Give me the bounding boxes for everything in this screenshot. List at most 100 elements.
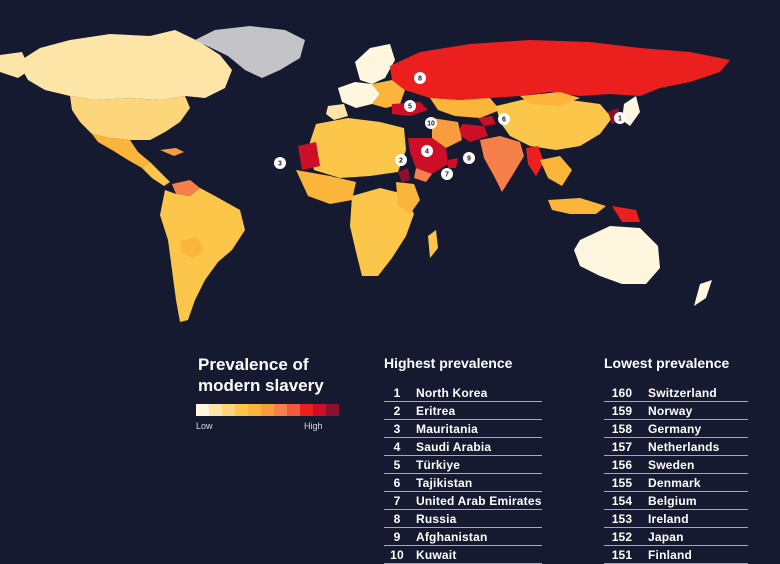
region-central-america bbox=[142, 162, 170, 186]
rank-number: 160 bbox=[611, 386, 633, 400]
rank-number: 157 bbox=[611, 440, 633, 454]
rank-number: 152 bbox=[611, 530, 633, 544]
region-china bbox=[496, 98, 612, 150]
map-marker-label: 10 bbox=[427, 121, 435, 128]
rank-number: 158 bbox=[611, 422, 633, 436]
map-marker: 9 bbox=[463, 152, 475, 164]
list-item: 4 Saudi Arabia bbox=[384, 438, 542, 456]
country-name: Eritrea bbox=[416, 404, 456, 418]
list-item: 153 Ireland bbox=[604, 510, 748, 528]
scale-swatch bbox=[274, 404, 287, 416]
country-name: Japan bbox=[648, 530, 684, 544]
country-name: Kuwait bbox=[416, 548, 457, 562]
country-name: Sweden bbox=[648, 458, 695, 472]
lowest-prevalence-title: Lowest prevalence bbox=[604, 355, 730, 371]
region-east-africa bbox=[396, 182, 420, 214]
list-item: 160 Switzerland bbox=[604, 384, 748, 402]
ranking-markers: 1 2 3 4 5 6 7 8 9 10 bbox=[274, 72, 626, 180]
map-marker-label: 7 bbox=[445, 172, 449, 179]
scale-swatch bbox=[261, 404, 274, 416]
country-name: Ireland bbox=[648, 512, 689, 526]
scale-swatch bbox=[196, 404, 209, 416]
region-canada bbox=[18, 30, 232, 100]
lowest-prevalence-list: 160 Switzerland 159 Norway 158 Germany 157 Neth… bbox=[604, 384, 748, 564]
country-name: Netherlands bbox=[648, 440, 720, 454]
country-name: Switzerland bbox=[648, 386, 717, 400]
country-name: Tajikistan bbox=[416, 476, 473, 490]
map-marker: 1 bbox=[614, 112, 626, 124]
list-item: 152 Japan bbox=[604, 528, 748, 546]
region-kazakhstan bbox=[430, 98, 500, 118]
rank-number: 159 bbox=[611, 404, 633, 418]
list-item: 157 Netherlands bbox=[604, 438, 748, 456]
region-alaska bbox=[0, 52, 30, 78]
rank-number: 156 bbox=[611, 458, 633, 472]
region-new-zealand bbox=[694, 280, 712, 306]
country-name: Türkiye bbox=[416, 458, 461, 472]
rank-number: 6 bbox=[393, 476, 401, 490]
scale-high-label: High bbox=[304, 421, 323, 431]
list-item: 6 Tajikistan bbox=[384, 474, 542, 492]
map-marker-label: 5 bbox=[408, 104, 412, 111]
region-north-africa bbox=[308, 118, 406, 178]
rank-number: 9 bbox=[393, 530, 401, 544]
region-afghanistan bbox=[458, 124, 488, 142]
region-uae bbox=[448, 158, 458, 168]
region-india bbox=[480, 136, 524, 192]
map-marker-label: 9 bbox=[467, 156, 471, 163]
region-scandinavia bbox=[355, 44, 395, 84]
country-name: Russia bbox=[416, 512, 457, 526]
scale-swatch bbox=[235, 404, 248, 416]
rank-number: 2 bbox=[393, 404, 401, 418]
region-bolivia bbox=[180, 238, 204, 258]
map-marker-label: 3 bbox=[278, 161, 282, 168]
color-scale bbox=[196, 404, 339, 416]
scale-swatch bbox=[209, 404, 222, 416]
region-mauritania bbox=[298, 142, 320, 170]
region-tajikistan bbox=[478, 116, 496, 126]
country-name: North Korea bbox=[416, 386, 488, 400]
map-marker: 5 bbox=[404, 100, 416, 112]
rank-number: 155 bbox=[611, 476, 633, 490]
list-item: 156 Sweden bbox=[604, 456, 748, 474]
region-eastern-europe bbox=[372, 80, 405, 108]
map-marker: 4 bbox=[421, 145, 433, 157]
rank-number: 5 bbox=[393, 458, 401, 472]
scale-swatch bbox=[300, 404, 313, 416]
region-usa bbox=[70, 96, 190, 140]
country-name: Denmark bbox=[648, 476, 701, 490]
country-name: United Arab Emirates bbox=[416, 494, 542, 508]
region-venezuela bbox=[172, 180, 200, 196]
rank-number: 10 bbox=[390, 548, 404, 562]
scale-swatch bbox=[326, 404, 339, 416]
list-item: 3 Mauritania bbox=[384, 420, 542, 438]
region-caribbean bbox=[160, 148, 184, 156]
region-australia bbox=[574, 226, 660, 284]
scale-swatch bbox=[313, 404, 326, 416]
region-indonesia bbox=[548, 198, 606, 214]
map-marker-label: 1 bbox=[618, 116, 622, 123]
region-iran bbox=[432, 118, 462, 148]
region-iberia bbox=[326, 104, 348, 120]
region-yemen bbox=[414, 168, 432, 182]
region-southeast-asia bbox=[540, 156, 572, 186]
country-name: Belgium bbox=[648, 494, 697, 508]
map-marker: 7 bbox=[441, 168, 453, 180]
country-name: Mauritania bbox=[416, 422, 479, 436]
map-marker-label: 8 bbox=[418, 76, 422, 83]
highest-prevalence-title: Highest prevalence bbox=[384, 355, 513, 371]
region-south-america bbox=[160, 188, 245, 322]
region-madagascar bbox=[428, 230, 438, 258]
region-russia bbox=[390, 40, 730, 100]
list-item: 154 Belgium bbox=[604, 492, 748, 510]
list-item: 2 Eritrea bbox=[384, 402, 542, 420]
region-central-africa bbox=[350, 188, 414, 276]
map-marker-label: 4 bbox=[425, 149, 429, 156]
rank-number: 4 bbox=[393, 440, 401, 454]
map-marker: 2 bbox=[395, 154, 407, 166]
scale-swatch bbox=[287, 404, 300, 416]
map-marker-label: 6 bbox=[502, 117, 506, 124]
country-name: Saudi Arabia bbox=[416, 440, 492, 454]
highest-prevalence-list: 1 North Korea 2 Eritrea 3 Mauritania 4 Saudi Ar… bbox=[384, 384, 542, 564]
list-item: 9 Afghanistan bbox=[384, 528, 542, 546]
